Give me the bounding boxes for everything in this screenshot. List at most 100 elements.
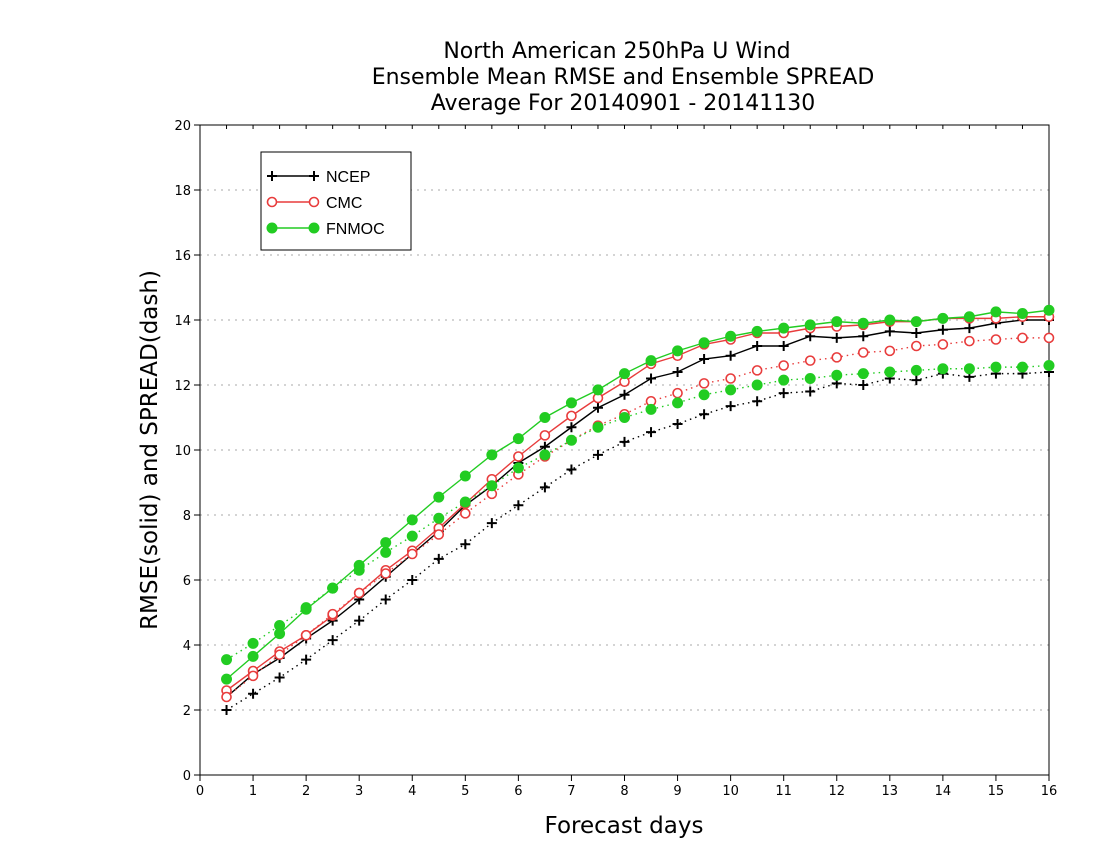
x-tick-label: 6	[514, 784, 522, 799]
x-tick-label: 9	[673, 784, 681, 799]
data-point	[884, 366, 896, 378]
data-point	[990, 334, 1002, 345]
series-fnmoc-spread	[221, 360, 1055, 666]
data-point	[884, 326, 895, 337]
legend-marker	[309, 171, 319, 181]
data-point	[459, 470, 471, 482]
data-point	[804, 373, 816, 384]
legend-marker	[308, 196, 320, 208]
legend: NCEP CMC FNMOC	[260, 151, 412, 251]
data-point	[645, 355, 657, 367]
data-point	[327, 635, 338, 646]
data-point	[380, 537, 392, 549]
data-point	[725, 350, 736, 361]
data-point	[1043, 360, 1055, 371]
legend-marker	[266, 222, 278, 234]
series-line	[226, 337, 1049, 698]
y-tick-label: 18	[174, 184, 191, 199]
data-point	[221, 691, 232, 703]
data-point	[672, 419, 683, 429]
data-point	[1016, 361, 1028, 373]
data-point	[486, 449, 498, 461]
series-cmc-spread	[221, 332, 1055, 703]
data-point	[221, 654, 233, 666]
x-tick-label: 8	[620, 784, 628, 799]
data-point	[857, 347, 869, 358]
data-point	[831, 369, 843, 381]
y-tick-label: 10	[174, 444, 191, 459]
data-point	[963, 311, 975, 323]
series-line	[226, 309, 1050, 680]
data-point	[619, 412, 630, 423]
data-point	[221, 673, 233, 685]
y-tick-label: 12	[174, 379, 191, 394]
data-point	[433, 512, 445, 524]
data-point	[964, 335, 975, 347]
data-point	[752, 341, 763, 351]
data-point	[778, 322, 790, 334]
x-tick-label: 13	[882, 784, 899, 799]
data-series	[221, 304, 1055, 715]
data-point	[247, 637, 259, 649]
y-axis-label: RMSE(solid) and SPREAD(dash)	[137, 270, 163, 630]
data-point	[672, 367, 683, 377]
data-point	[698, 389, 710, 401]
data-point	[910, 364, 922, 376]
data-point	[380, 594, 391, 605]
y-tick-label: 0	[183, 769, 191, 784]
data-point	[274, 672, 285, 683]
data-point	[274, 620, 286, 631]
x-tick-label: 7	[567, 784, 575, 799]
x-tick-label: 10	[722, 784, 739, 799]
data-point	[672, 345, 684, 357]
data-point	[354, 615, 365, 626]
y-tick-label: 8	[183, 509, 191, 524]
data-point	[592, 449, 603, 460]
data-point	[433, 553, 444, 564]
legend-marker	[266, 196, 278, 208]
x-tick-label: 12	[828, 784, 845, 799]
data-point	[725, 373, 736, 384]
data-point	[619, 389, 630, 400]
data-point	[884, 314, 896, 326]
data-point	[937, 339, 949, 350]
data-point	[406, 548, 418, 560]
data-point	[804, 319, 816, 331]
series-line	[226, 316, 1049, 692]
data-point	[301, 654, 312, 665]
data-point	[460, 508, 471, 519]
data-point	[778, 388, 789, 399]
y-tick-label: 4	[183, 639, 191, 654]
data-point	[433, 491, 445, 503]
chart-title: North American 250hPa U Wind Ensemble Me…	[372, 39, 875, 116]
x-tick-label: 11	[775, 784, 792, 799]
legend-item-ncep: NCEP	[267, 169, 370, 186]
data-point	[646, 373, 657, 384]
x-tick-label: 14	[935, 784, 952, 799]
data-point	[406, 530, 418, 542]
y-tick-label: 2	[183, 704, 191, 719]
x-tick-label: 15	[988, 784, 1005, 799]
title-line-2: Ensemble Mean RMSE and Ensemble SPREAD	[372, 65, 875, 90]
x-tick-label: 1	[249, 784, 257, 799]
x-tick-label: 0	[196, 784, 204, 799]
title-line-1: North American 250hPa U Wind	[443, 39, 790, 64]
data-point	[937, 324, 948, 335]
data-point	[513, 451, 524, 462]
x-tick-label: 2	[302, 784, 310, 799]
data-point	[327, 582, 339, 594]
data-point	[300, 629, 312, 641]
data-point	[751, 365, 763, 376]
data-point	[752, 396, 763, 407]
data-point	[698, 378, 710, 389]
data-point	[353, 587, 365, 599]
x-tick-label: 5	[461, 784, 469, 799]
data-point	[565, 434, 577, 446]
data-point	[963, 363, 975, 375]
y-tick-label: 14	[174, 314, 191, 329]
data-point	[380, 546, 392, 558]
data-point	[751, 379, 763, 391]
data-point	[858, 331, 869, 342]
data-point	[698, 337, 710, 349]
